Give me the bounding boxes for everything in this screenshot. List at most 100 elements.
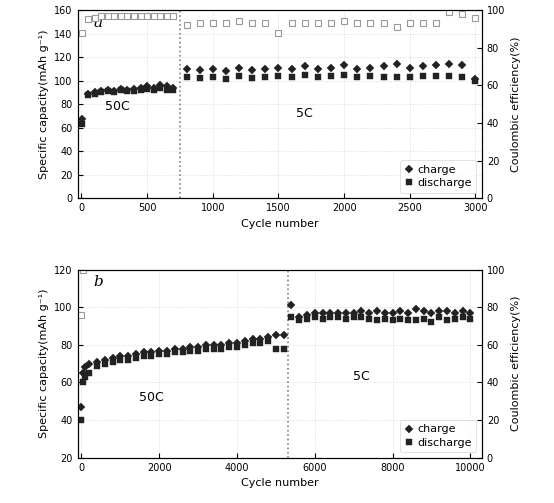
- Text: 5C: 5C: [296, 107, 313, 120]
- charge: [80, 370, 87, 376]
- discharge: [156, 351, 162, 357]
- discharge: [131, 88, 137, 94]
- charge: [117, 353, 124, 359]
- charge: [242, 338, 248, 344]
- charge: [131, 86, 137, 92]
- charge: [109, 355, 116, 361]
- discharge: [218, 346, 225, 352]
- discharge: [105, 88, 111, 94]
- discharge: [101, 361, 108, 367]
- discharge: [124, 88, 131, 94]
- charge: [226, 340, 233, 346]
- Legend: charge, discharge: charge, discharge: [399, 160, 476, 193]
- Line: charge: charge: [79, 82, 176, 122]
- charge: [86, 361, 93, 367]
- Text: 50C: 50C: [105, 100, 129, 113]
- discharge: [117, 87, 124, 93]
- Line: discharge: discharge: [79, 85, 176, 127]
- charge: [156, 348, 162, 354]
- Y-axis label: Specific capacity(mAh g⁻¹): Specific capacity(mAh g⁻¹): [39, 289, 49, 439]
- Text: a: a: [94, 16, 103, 30]
- charge: [265, 334, 271, 341]
- charge: [157, 82, 163, 89]
- charge: [148, 350, 155, 356]
- discharge: [163, 351, 170, 357]
- Text: 5C: 5C: [353, 370, 370, 383]
- discharge: [179, 350, 186, 356]
- discharge: [132, 355, 139, 361]
- charge: [187, 344, 194, 350]
- Line: discharge: discharge: [79, 339, 286, 423]
- charge: [117, 86, 124, 92]
- charge: [111, 88, 117, 94]
- charge: [163, 83, 170, 90]
- discharge: [140, 353, 147, 359]
- charge: [140, 350, 147, 356]
- discharge: [82, 374, 89, 380]
- charge: [211, 342, 217, 348]
- discharge: [86, 370, 93, 376]
- discharge: [280, 346, 287, 352]
- discharge: [273, 346, 279, 352]
- discharge: [234, 344, 240, 350]
- charge: [91, 90, 98, 96]
- charge: [179, 346, 186, 352]
- charge: [195, 344, 202, 350]
- Y-axis label: Coulombic efficiency(%): Coulombic efficiency(%): [511, 296, 521, 432]
- discharge: [211, 346, 217, 352]
- charge: [234, 340, 240, 346]
- charge: [273, 332, 279, 339]
- Line: charge: charge: [79, 332, 286, 410]
- X-axis label: Cycle number: Cycle number: [241, 219, 319, 228]
- charge: [78, 116, 85, 122]
- discharge: [80, 379, 87, 385]
- discharge: [111, 90, 117, 96]
- discharge: [78, 417, 85, 423]
- discharge: [109, 359, 116, 365]
- Text: 50C: 50C: [139, 391, 164, 404]
- discharge: [170, 87, 177, 93]
- discharge: [148, 353, 155, 359]
- Y-axis label: Coulombic efficiency(%): Coulombic efficiency(%): [511, 36, 521, 172]
- charge: [101, 357, 108, 363]
- discharge: [195, 348, 202, 354]
- discharge: [85, 92, 91, 98]
- discharge: [78, 121, 85, 127]
- charge: [98, 88, 105, 94]
- charge: [150, 85, 157, 91]
- charge: [280, 332, 287, 339]
- Text: b: b: [94, 275, 104, 289]
- charge: [203, 342, 209, 348]
- discharge: [125, 357, 131, 363]
- charge: [132, 351, 139, 357]
- discharge: [163, 87, 170, 93]
- discharge: [117, 357, 124, 363]
- discharge: [257, 340, 264, 346]
- charge: [257, 336, 264, 342]
- discharge: [203, 346, 209, 352]
- discharge: [137, 87, 144, 93]
- Y-axis label: Specific capacity(mAh g⁻¹): Specific capacity(mAh g⁻¹): [39, 29, 49, 179]
- charge: [170, 85, 177, 91]
- charge: [249, 336, 256, 342]
- discharge: [249, 340, 256, 346]
- discharge: [157, 85, 163, 91]
- charge: [137, 85, 144, 91]
- discharge: [242, 342, 248, 348]
- charge: [78, 404, 85, 410]
- discharge: [187, 348, 194, 354]
- discharge: [94, 363, 100, 369]
- Legend: charge, discharge: charge, discharge: [399, 420, 476, 452]
- charge: [124, 87, 131, 93]
- charge: [125, 353, 131, 359]
- discharge: [144, 86, 151, 92]
- discharge: [265, 338, 271, 344]
- charge: [94, 359, 100, 365]
- charge: [105, 87, 111, 93]
- discharge: [226, 344, 233, 350]
- discharge: [98, 90, 105, 96]
- charge: [171, 346, 178, 352]
- charge: [144, 83, 151, 90]
- discharge: [171, 350, 178, 356]
- discharge: [91, 91, 98, 97]
